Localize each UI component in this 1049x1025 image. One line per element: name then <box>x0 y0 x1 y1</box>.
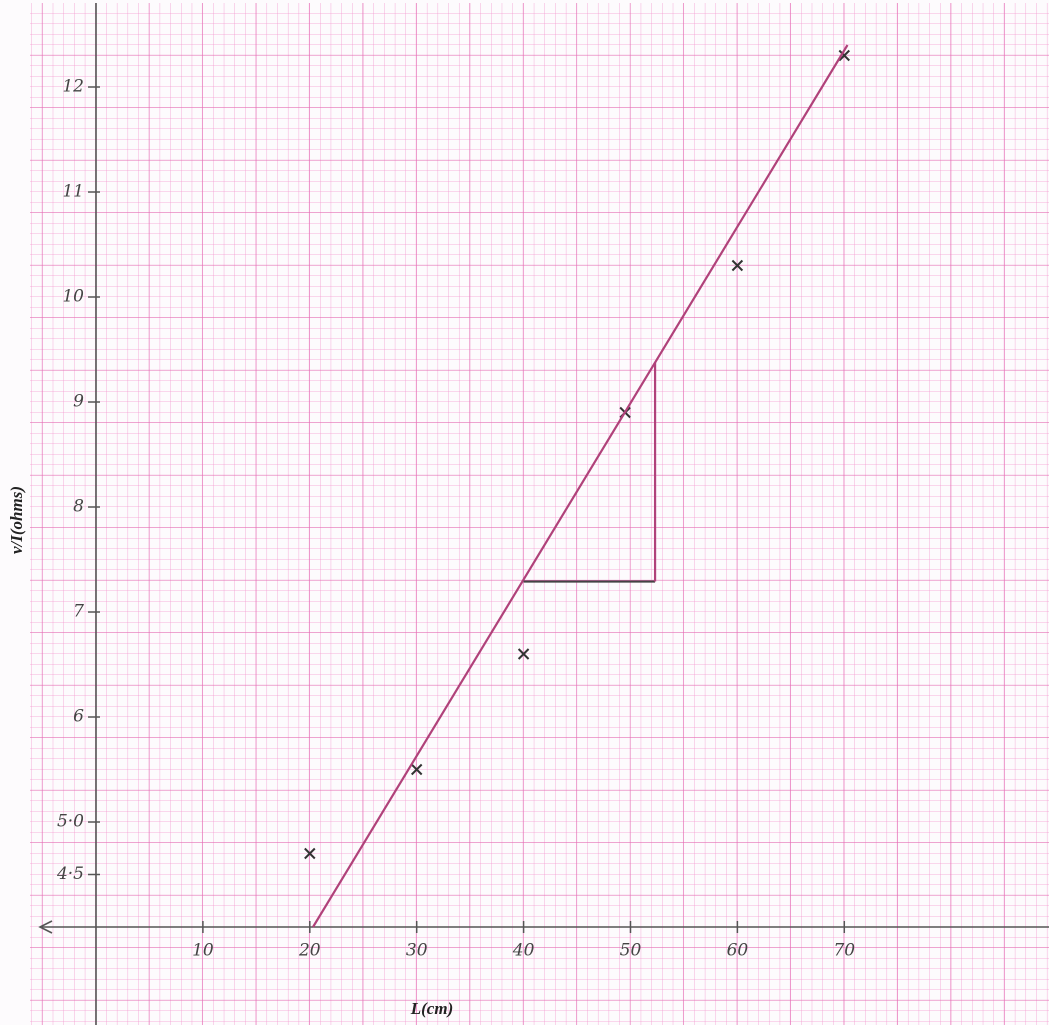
x-tick-label: 40 <box>512 941 535 961</box>
x-tick-label: 30 <box>406 941 428 961</box>
paper-grid-major <box>30 3 1049 1025</box>
x-tick-label: 10 <box>192 941 214 961</box>
y-tick-label: 6 <box>73 707 84 727</box>
x-tick-label: 70 <box>833 941 855 961</box>
y-tick-label: 11 <box>62 182 84 202</box>
y-tick-label: 7 <box>73 602 84 622</box>
chart: v/I(ohms) L(cm) 10 20 30 40 50 60 70 4·5 5·0 6 7 8 9… <box>0 0 1049 1025</box>
page: {"chart_data": {"type": "scatter", "x_la… <box>0 0 1049 1025</box>
y-tick-label: 10 <box>62 287 84 307</box>
x-tick-label: 20 <box>298 941 321 961</box>
y-tick-label: 4·5 <box>56 864 84 884</box>
y-axis-title: v/I(ohms) <box>7 486 26 554</box>
y-tick-label: 5·0 <box>57 812 84 832</box>
y-tick-label: 8 <box>73 497 84 517</box>
x-axis-title: L(cm) <box>410 999 453 1018</box>
y-tick-label: 9 <box>73 392 84 412</box>
y-tick-label: 12 <box>62 77 84 97</box>
x-tick-label: 50 <box>620 941 642 961</box>
x-tick-label: 60 <box>727 941 749 961</box>
